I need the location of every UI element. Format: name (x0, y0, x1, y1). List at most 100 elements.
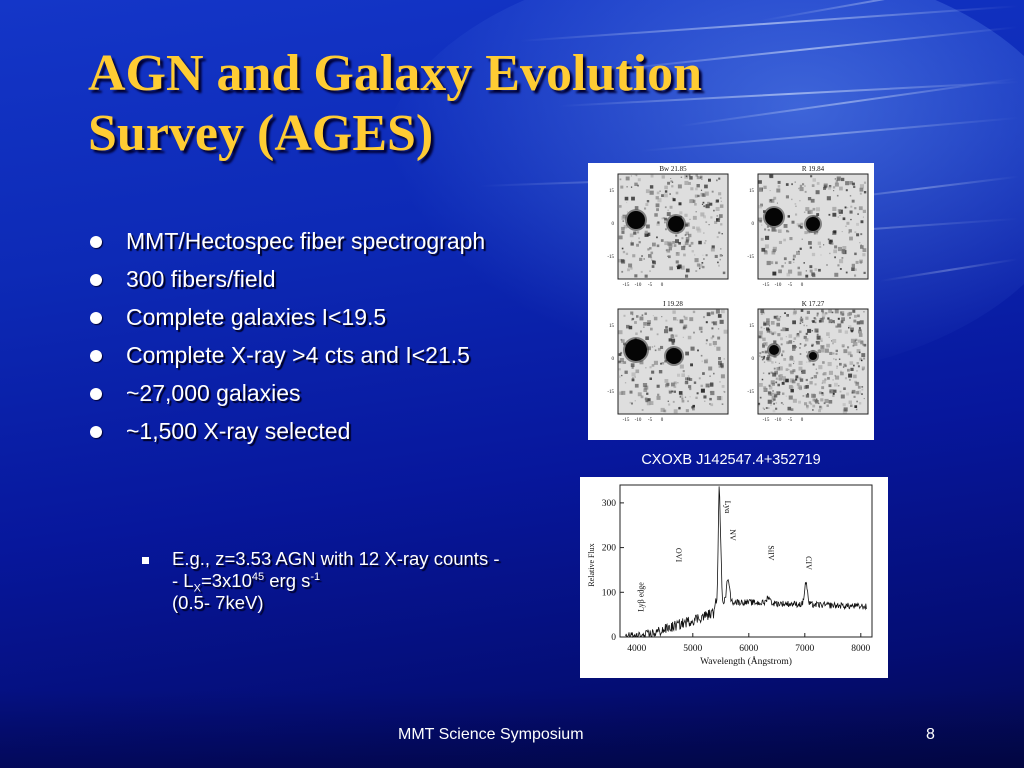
noise-speckle (622, 250, 626, 254)
noise-speckle (758, 404, 760, 407)
noise-speckle (799, 353, 802, 355)
noise-speckle (668, 243, 673, 248)
noise-speckle (793, 310, 797, 314)
noise-speckle (804, 231, 808, 235)
noise-speckle (797, 271, 802, 276)
noise-speckle (671, 390, 674, 393)
noise-speckle (819, 405, 822, 409)
noise-speckle (801, 370, 803, 373)
noise-speckle (683, 315, 686, 318)
noise-speckle (654, 349, 657, 352)
noise-speckle (671, 196, 675, 200)
noise-speckle (790, 370, 794, 375)
noise-speckle (791, 379, 796, 384)
noise-speckle (814, 318, 817, 321)
noise-speckle (701, 360, 704, 363)
noise-speckle (624, 382, 627, 384)
noise-speckle (646, 200, 650, 203)
cutout-y-tick-label: 0 (752, 222, 755, 227)
noise-speckle (816, 398, 818, 400)
noise-speckle (863, 398, 865, 400)
noise-speckle (826, 332, 830, 336)
cutout-x-tick-label: -10 (775, 418, 782, 423)
cutout-x-tick-label: -5 (648, 283, 653, 288)
noise-speckle (722, 255, 723, 257)
noise-speckle (788, 363, 792, 367)
noise-speckle (651, 346, 654, 348)
cutout-x-tick-label: -15 (623, 283, 630, 288)
noise-speckle (758, 180, 762, 184)
noise-speckle (810, 199, 815, 203)
noise-speckle (850, 205, 853, 208)
noise-speckle (649, 247, 652, 250)
noise-speckle (815, 400, 819, 404)
noise-speckle (780, 402, 783, 404)
noise-speckle (837, 323, 842, 328)
noise-speckle (695, 174, 698, 177)
noise-speckle (853, 395, 856, 398)
noise-speckle (710, 390, 715, 396)
noise-speckle (835, 182, 838, 185)
noise-speckle (763, 355, 766, 358)
noise-speckle (675, 191, 679, 195)
noise-speckle (692, 407, 695, 411)
noise-speckle (626, 324, 630, 329)
noise-speckle (668, 338, 672, 342)
noise-speckle (860, 341, 864, 345)
noise-speckle (804, 343, 807, 346)
noise-speckle (710, 336, 714, 340)
noise-speckle (632, 317, 635, 320)
noise-speckle (640, 270, 643, 273)
noise-speckle (828, 185, 832, 188)
noise-speckle (667, 400, 669, 402)
noise-speckle (778, 229, 782, 233)
noise-speckle (814, 328, 819, 333)
noise-speckle (794, 181, 796, 183)
noise-speckle (846, 221, 850, 225)
noise-speckle (705, 339, 708, 342)
noise-speckle (795, 375, 799, 379)
noise-speckle (777, 185, 781, 188)
cutout-x-tick-label: -15 (763, 418, 770, 423)
cutout-y-tick-label: -15 (747, 390, 754, 395)
noise-speckle (702, 265, 705, 269)
noise-speckle (634, 383, 639, 388)
noise-speckle (661, 316, 663, 318)
noise-speckle (713, 372, 715, 375)
noise-speckle (622, 220, 625, 222)
noise-speckle (668, 255, 671, 259)
noise-speckle (621, 230, 625, 234)
noise-speckle (853, 364, 855, 367)
noise-speckle (684, 234, 687, 236)
bullet-dot-icon (90, 388, 102, 400)
noise-speckle (847, 312, 851, 317)
noise-speckle (618, 330, 623, 335)
noise-speckle (831, 311, 834, 314)
noise-speckle (676, 319, 679, 321)
noise-speckle (664, 329, 669, 334)
noise-speckle (760, 312, 763, 315)
noise-speckle (656, 384, 660, 388)
noise-speckle (673, 381, 677, 385)
noise-speckle (811, 320, 813, 322)
noise-speckle (672, 400, 675, 403)
noise-speckle (812, 409, 814, 411)
noise-speckle (679, 394, 684, 398)
noise-speckle (805, 394, 810, 398)
noise-speckle (853, 319, 857, 323)
noise-speckle (808, 241, 812, 245)
noise-speckle (675, 239, 679, 244)
noise-speckle (848, 373, 853, 378)
noise-speckle (772, 409, 776, 413)
noise-speckle (646, 401, 651, 406)
noise-speckle (662, 217, 665, 220)
noise-speckle (781, 381, 785, 385)
noise-speckle (839, 268, 842, 270)
source-blob (666, 348, 682, 364)
noise-speckle (811, 252, 816, 257)
noise-speckle (835, 325, 838, 328)
noise-speckle (814, 321, 817, 324)
noise-speckle (849, 378, 851, 381)
noise-speckle (618, 361, 621, 364)
noise-speckle (772, 372, 774, 374)
